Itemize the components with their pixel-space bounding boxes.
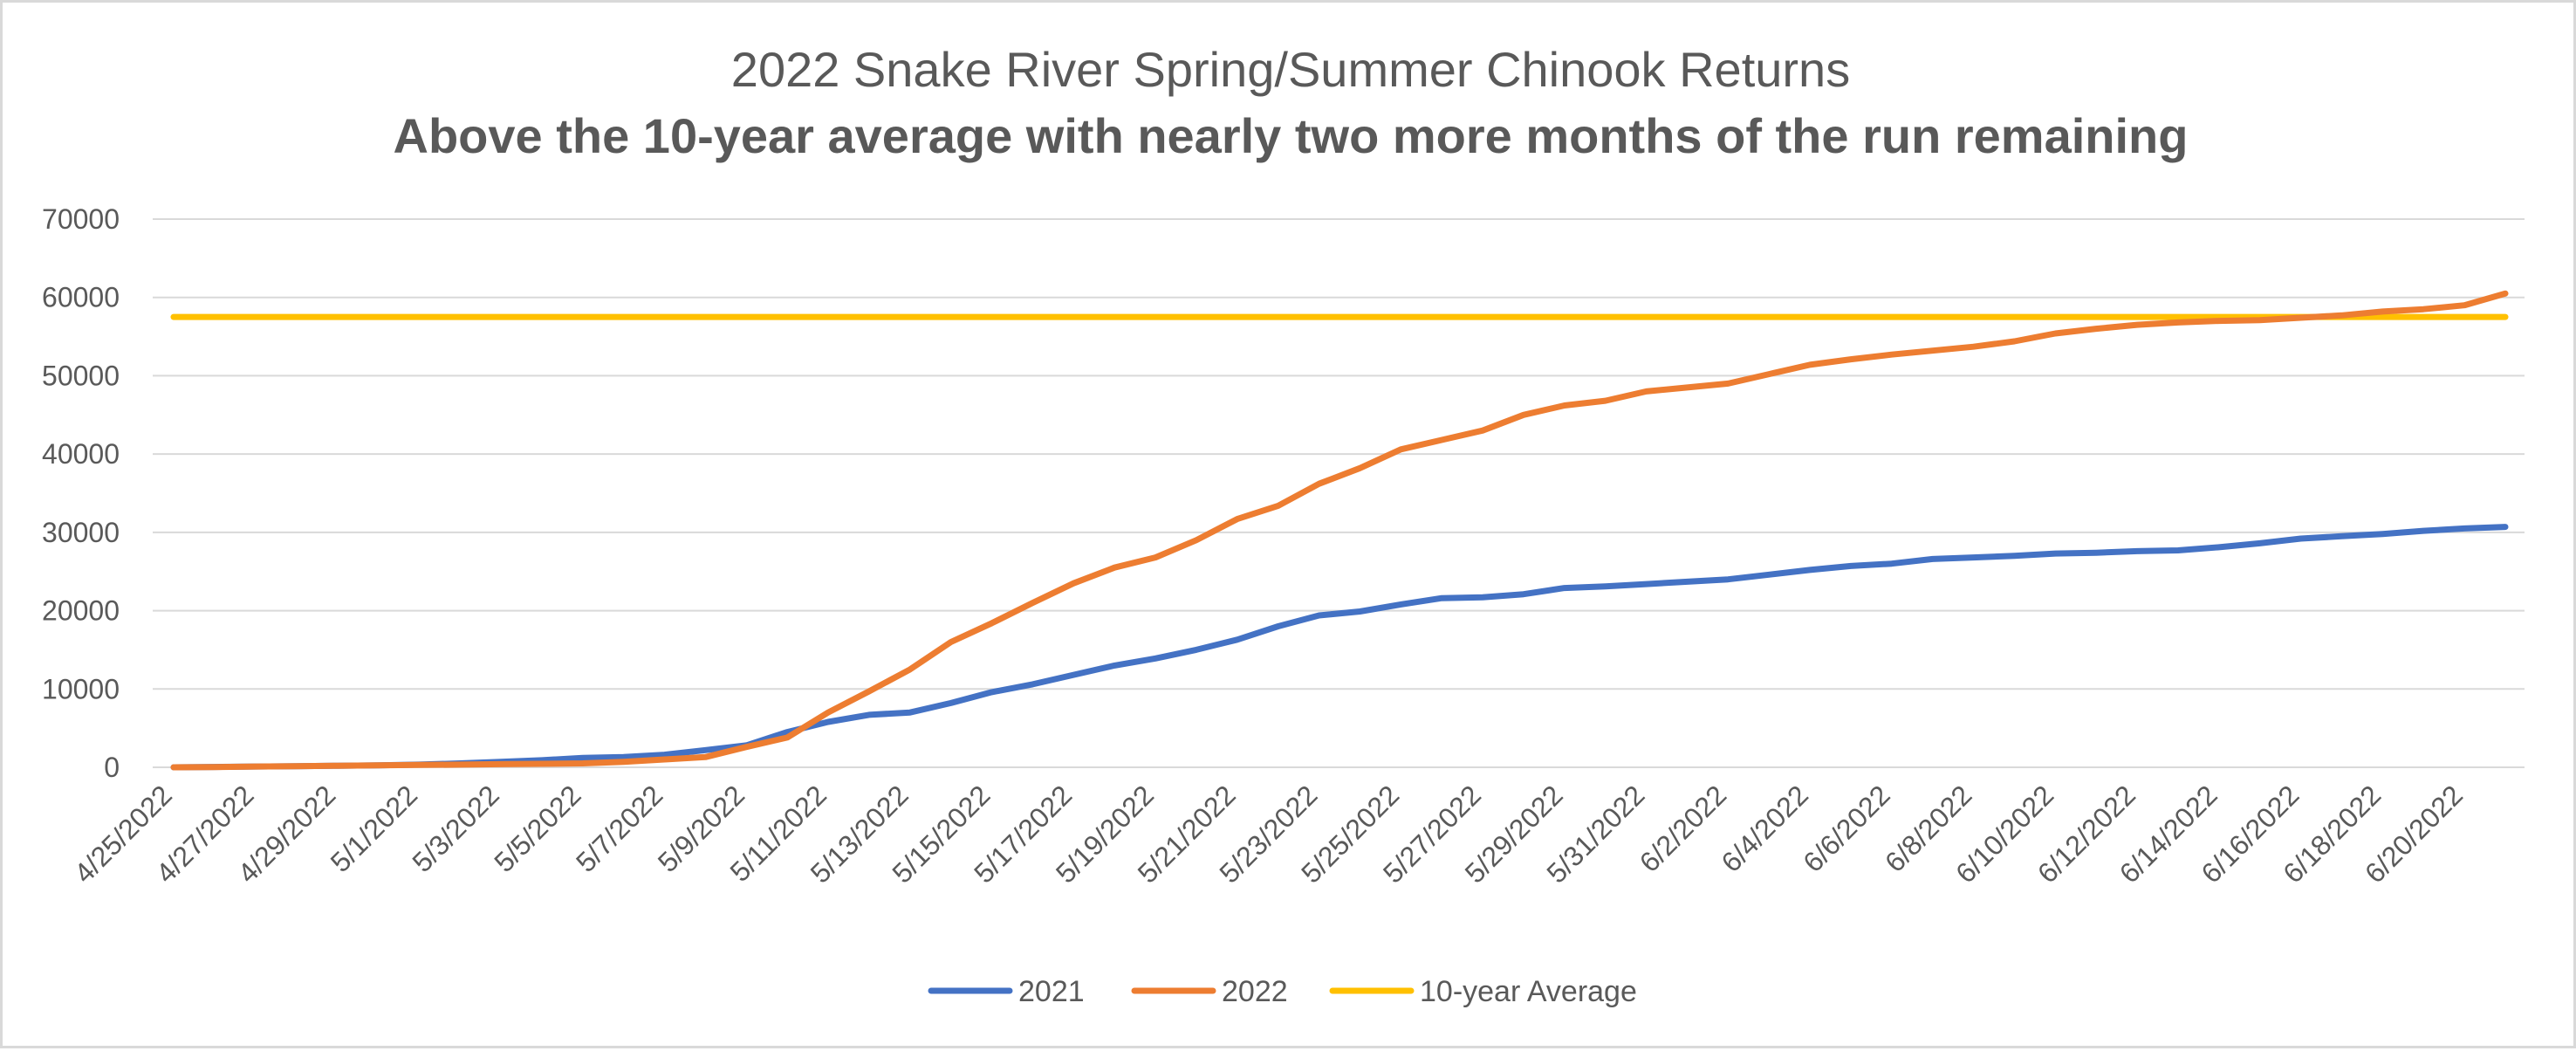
legend-label: 2021 (1018, 975, 1085, 1008)
line-chart: 2022 Snake River Spring/Summer Chinook R… (42, 42, 2525, 1008)
legend-label: 2022 (1222, 975, 1288, 1008)
y-tick-label: 70000 (42, 203, 120, 235)
legend-label: 10-year Average (1420, 975, 1637, 1008)
chart-title: 2022 Snake River Spring/Summer Chinook R… (731, 42, 1850, 97)
x-tick-label: 5/1/2022 (325, 779, 424, 878)
x-tick-label: 6/6/2022 (1797, 779, 1896, 878)
y-tick-label: 0 (104, 752, 120, 783)
gridlines (153, 218, 2525, 768)
y-tick-label: 30000 (42, 517, 120, 548)
series-line-2022 (170, 290, 2509, 771)
series-lines (170, 290, 2509, 771)
y-tick-label: 20000 (42, 595, 120, 627)
x-tick-label: 6/2/2022 (1634, 779, 1733, 878)
y-axis-ticks: 0 10000 20000 30000 40000 50000 60000 70000 (42, 203, 120, 783)
x-axis-ticks: 4/25/20224/27/20224/29/20225/1/20225/3/2… (68, 779, 2469, 889)
legend: 2021 2022 10-year Average (928, 975, 1637, 1008)
chart-subtitle: Above the 10-year average with nearly tw… (394, 108, 2189, 163)
x-tick-label: 5/7/2022 (570, 779, 669, 878)
x-tick-label: 5/5/2022 (488, 779, 587, 878)
y-tick-label: 40000 (42, 438, 120, 470)
x-tick-label: 6/4/2022 (1716, 779, 1815, 878)
y-tick-label: 10000 (42, 673, 120, 704)
series-line-2021 (170, 524, 2509, 771)
y-tick-label: 50000 (42, 360, 120, 391)
y-tick-label: 60000 (42, 282, 120, 313)
x-tick-label: 5/3/2022 (406, 779, 505, 878)
